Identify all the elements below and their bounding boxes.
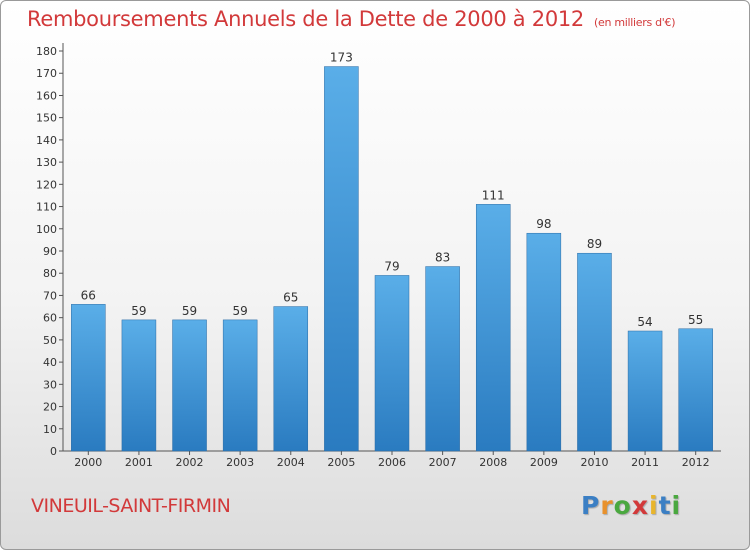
bar — [324, 66, 359, 452]
proxiti-logo: Proxiti — [581, 491, 682, 520]
x-tick-label: 2000 — [74, 456, 102, 469]
y-tick-label: 50 — [43, 334, 57, 347]
x-tick-label: 2011 — [631, 456, 659, 469]
y-tick-label: 40 — [43, 356, 57, 369]
bar — [526, 232, 562, 452]
y-tick-label: 90 — [43, 245, 57, 258]
x-tick-label: 2012 — [682, 456, 710, 469]
y-tick-label: 150 — [36, 112, 57, 125]
bar-value-label: 66 — [81, 288, 96, 302]
bar-value-label: 111 — [482, 188, 505, 202]
bar-value-label: 59 — [182, 304, 197, 318]
y-tick-label: 160 — [36, 89, 57, 102]
x-tick-label: 2002 — [176, 456, 204, 469]
bar-value-label: 98 — [536, 217, 551, 231]
y-tick-label: 110 — [36, 201, 57, 214]
x-tick-label: 2006 — [378, 456, 406, 469]
y-tick-label: 80 — [43, 267, 57, 280]
bar-value-label: 83 — [435, 251, 450, 265]
y-tick-label: 10 — [43, 423, 57, 436]
y-tick-label: 120 — [36, 178, 57, 191]
commune-name: VINEUIL-SAINT-FIRMIN — [31, 495, 231, 517]
bar — [627, 330, 663, 452]
chart-subtitle: (en milliers d'€) — [594, 16, 676, 29]
bar-value-label: 173 — [330, 51, 353, 65]
x-tick-label: 2001 — [125, 456, 153, 469]
title-text: Remboursements Annuels de la Dette de 20… — [27, 7, 584, 31]
chart-title: Remboursements Annuels de la Dette de 20… — [27, 7, 675, 31]
y-tick-label: 130 — [36, 156, 57, 169]
y-tick-label: 180 — [36, 45, 57, 58]
bar-value-label: 59 — [131, 304, 146, 318]
bar — [222, 319, 258, 452]
x-tick-label: 2007 — [429, 456, 457, 469]
x-tick-label: 2008 — [479, 456, 507, 469]
bar — [172, 319, 207, 452]
y-tick-label: 140 — [36, 134, 57, 147]
chart-axes: 0 10 20 30 40 50 60 70 80 90 100 110 120 130 140 150 160… — [36, 43, 721, 458]
y-tick-label: 30 — [43, 378, 57, 391]
bar — [273, 306, 309, 452]
bar — [425, 266, 460, 452]
y-tick-label: 20 — [43, 401, 57, 414]
bar-value-label: 54 — [637, 315, 652, 329]
bar — [374, 275, 410, 452]
bars-group — [71, 66, 713, 452]
y-tick-label: 70 — [43, 289, 57, 302]
bar-value-label: 79 — [384, 259, 399, 273]
bar — [678, 328, 713, 452]
bar-value-label: 89 — [587, 237, 602, 251]
bar — [71, 304, 106, 452]
labels-group: 66 2000 59 2001 59 2002 59 2003 65 2004 173 2005 79 2… — [74, 51, 709, 469]
bar-value-label: 65 — [283, 291, 298, 305]
x-tick-label: 2009 — [530, 456, 558, 469]
x-tick-label: 2005 — [327, 456, 355, 469]
bar — [577, 252, 612, 452]
y-tick-label: 100 — [36, 223, 57, 236]
x-tick-label: 2010 — [580, 456, 608, 469]
x-tick-label: 2004 — [277, 456, 305, 469]
bar — [475, 204, 511, 452]
bar-value-label: 59 — [233, 304, 248, 318]
y-tick-label: 0 — [50, 445, 57, 458]
y-tick-label: 170 — [36, 67, 57, 80]
y-tick-label: 60 — [43, 312, 57, 325]
x-tick-label: 2003 — [226, 456, 254, 469]
bar — [121, 319, 157, 452]
bar-value-label: 55 — [688, 313, 703, 327]
